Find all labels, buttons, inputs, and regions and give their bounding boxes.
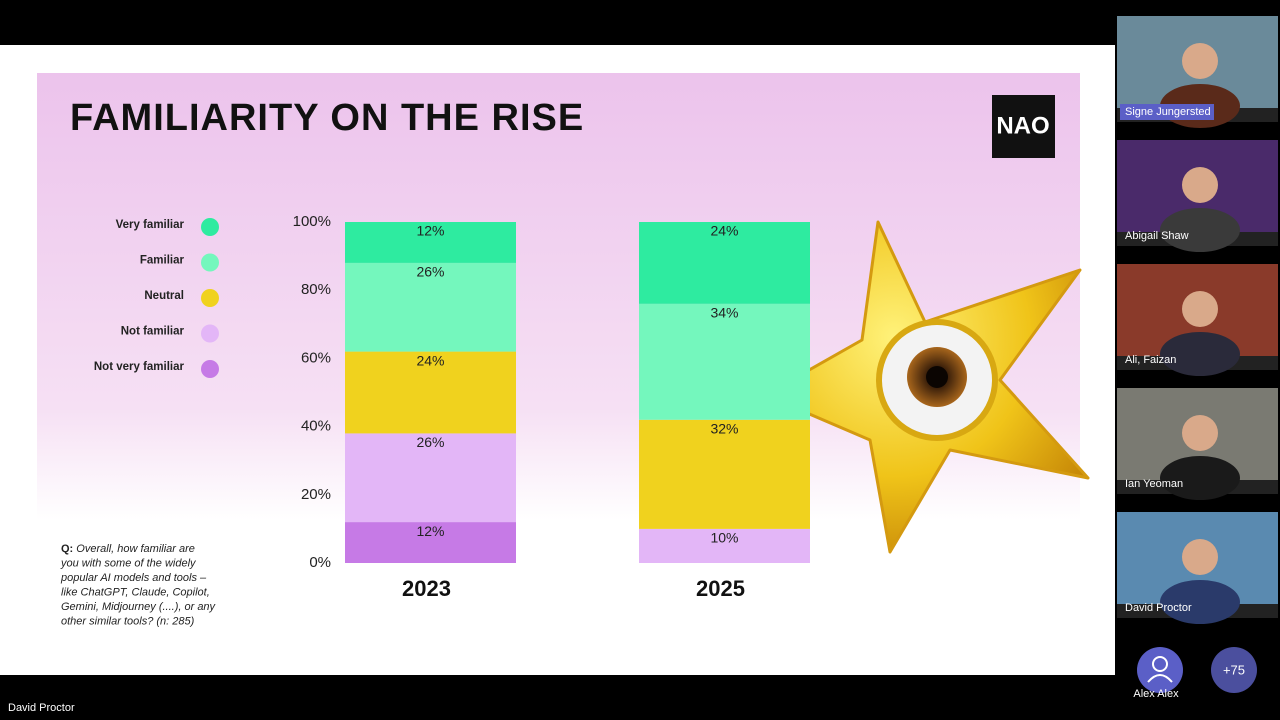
value-label: 26%	[416, 434, 444, 450]
legend-swatch	[201, 218, 219, 236]
bar-segment	[345, 222, 516, 263]
person	[1182, 415, 1218, 451]
bar-segment	[639, 528, 810, 563]
legend-label: Very familiar	[116, 219, 185, 231]
person	[1160, 580, 1240, 624]
value-label: 12%	[416, 523, 444, 539]
person	[1182, 291, 1218, 327]
legend-swatch	[201, 360, 219, 378]
bar-segment	[345, 433, 516, 523]
question-line: Q: Overall, how familiar are	[61, 543, 195, 555]
y-tick-label: 60%	[301, 349, 331, 366]
more-participants[interactable]	[1211, 647, 1257, 693]
bar-segment	[345, 351, 516, 434]
participant-name: David Proctor	[1125, 602, 1192, 614]
question-line: popular AI models and tools –	[60, 572, 207, 584]
legend-label: Not very familiar	[94, 361, 185, 373]
question-line: Gemini, Midjourney (....), or any	[61, 601, 217, 613]
value-label: 12%	[416, 223, 444, 239]
legend-swatch	[201, 289, 219, 307]
y-tick-label: 40%	[301, 418, 331, 435]
person	[1160, 332, 1240, 376]
value-label: 24%	[710, 223, 738, 239]
bar-segment	[639, 303, 810, 420]
bar-segment	[345, 522, 516, 563]
participant-name: Ian Yeoman	[1125, 478, 1183, 490]
logo	[992, 95, 1055, 158]
avatar-icon	[1147, 674, 1173, 683]
legend-swatch	[201, 253, 219, 272]
x-tick-label: 2023	[402, 576, 451, 601]
person	[1182, 539, 1218, 575]
x-tick-label: 2025	[696, 576, 745, 601]
chart: 0% 20% 40% 60% 80% 100% Very familiar Familiar N…	[94, 213, 810, 601]
question-line: other similar tools? (n: 285)	[61, 615, 195, 627]
bar-segment	[345, 262, 516, 352]
question-prefix: Q:	[61, 543, 73, 555]
person	[1160, 456, 1240, 500]
bar-segment	[639, 419, 810, 529]
question: you with some of the widely popular AI mo…	[60, 557, 217, 627]
value-label: 24%	[416, 352, 444, 368]
participant-name: Signe Jungersted	[1125, 106, 1211, 118]
question-line: you with some of the widely	[60, 557, 197, 569]
value-label: 26%	[416, 264, 444, 280]
legend-label: Neutral	[144, 290, 184, 302]
legend-swatch	[201, 324, 219, 343]
value-label: 34%	[710, 305, 738, 321]
attendee-name: Alex Alex	[1133, 688, 1179, 700]
y-tick-label: 100%	[293, 213, 331, 230]
presenter-name: David Proctor	[8, 702, 75, 714]
person	[1182, 43, 1218, 79]
participant-panel: Signe Jungersted Abigail Shaw Ali, Faizan I…	[1117, 16, 1278, 624]
y-tick-label: 20%	[301, 486, 331, 503]
chart-title: FAMILIARITY ON THE RISE	[70, 97, 584, 139]
person	[1160, 208, 1240, 252]
participant-name: Ali, Faizan	[1125, 354, 1176, 366]
question-line: like ChatGPT, Claude, Copilot,	[61, 586, 210, 598]
legend-label: Familiar	[140, 255, 185, 267]
person	[1182, 167, 1218, 203]
question-text: Overall, how familiar are	[76, 543, 195, 555]
speaker-highlight	[1120, 104, 1214, 120]
value-label: 32%	[710, 420, 738, 436]
avatar-icon	[1152, 656, 1168, 672]
logo-text: NAO	[996, 112, 1049, 139]
bar-segment	[639, 222, 810, 304]
y-tick-label: 80%	[301, 281, 331, 298]
more-count: +75	[1223, 662, 1245, 677]
participant-name: Abigail Shaw	[1125, 230, 1189, 242]
legend-label: Not familiar	[121, 326, 185, 338]
value-label: 10%	[710, 530, 738, 546]
y-tick-label: 0%	[309, 554, 331, 571]
